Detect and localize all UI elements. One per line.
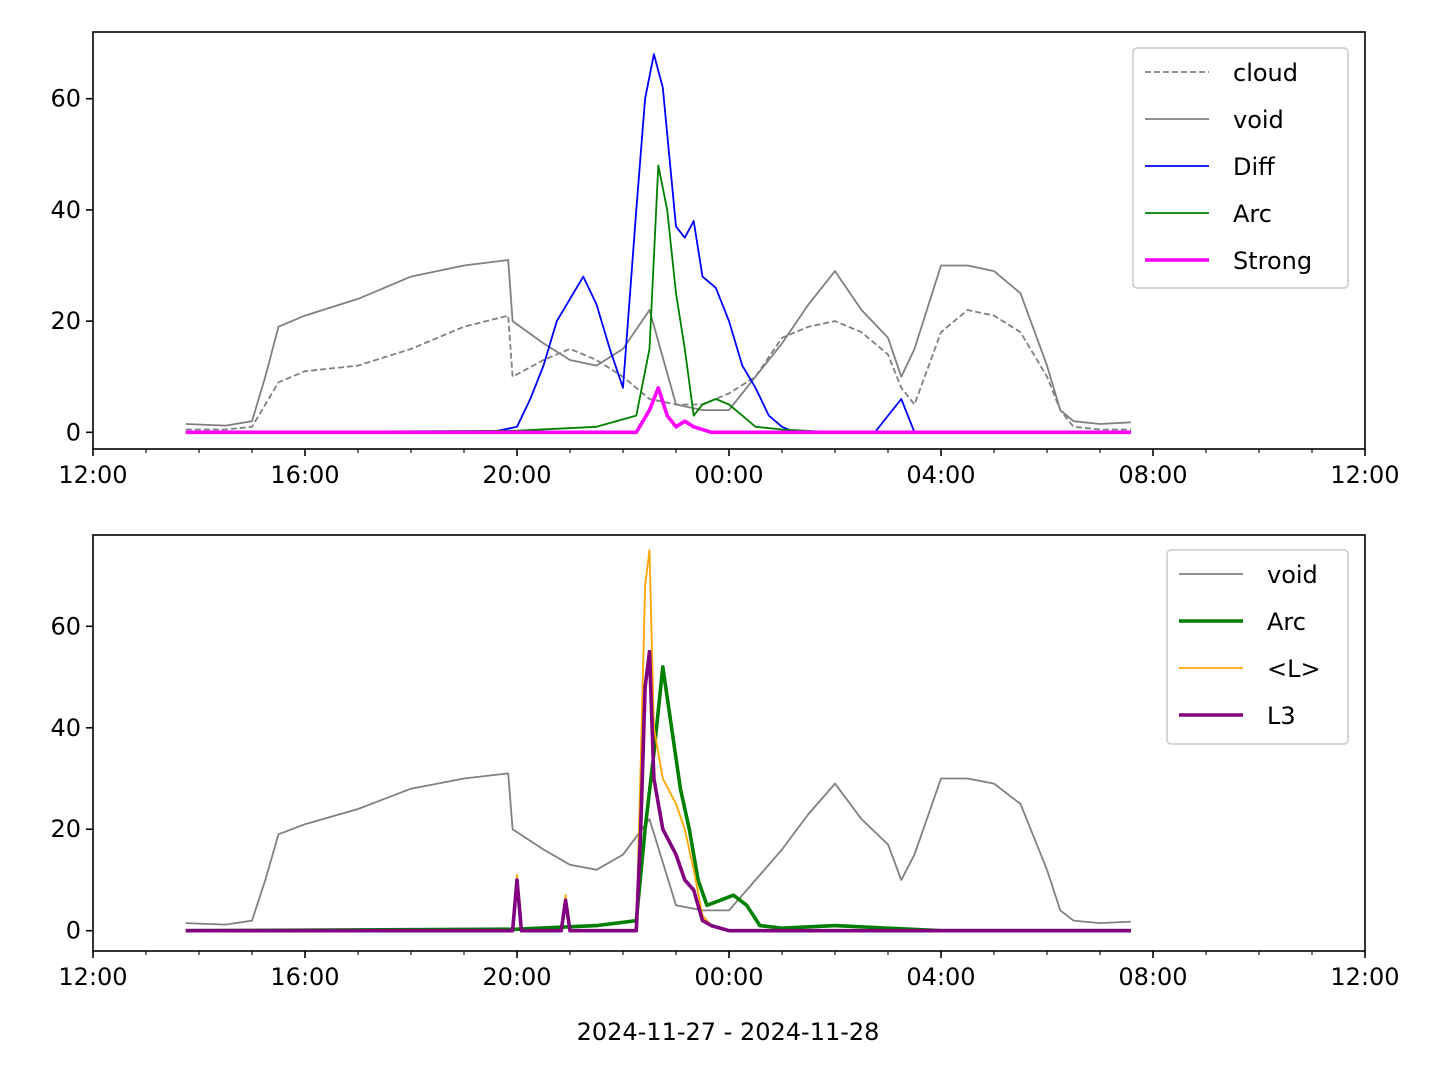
- legend-label: Arc: [1267, 608, 1306, 636]
- x-tick-label: 16:00: [270, 963, 339, 991]
- top-chart: 0 20 40 60 12:00 16:00 20:00 00:00 04:00 08:00 12:…: [50, 31, 1400, 489]
- series-line-Arc: [185, 164, 1131, 434]
- series-line-cloud: [185, 309, 1131, 431]
- bottom-chart: 0 20 40 60 12:00 16:00 20:00 00:00 04:00 08:00 12:…: [50, 534, 1400, 991]
- x-tick-label: 04:00: [906, 963, 975, 991]
- legend-label: L3: [1267, 702, 1296, 730]
- x-tick-label: 12:00: [58, 461, 127, 489]
- series-line-void: [185, 259, 1131, 427]
- legend-label: void: [1267, 561, 1318, 589]
- legend-label: cloud: [1233, 59, 1298, 87]
- x-tick-label: 04:00: [906, 461, 975, 489]
- y-tick-label: 20: [50, 815, 81, 843]
- x-tick-label: 08:00: [1118, 963, 1187, 991]
- legend: void Arc <L> L3: [1166, 549, 1349, 745]
- x-tick-label: 16:00: [270, 461, 339, 489]
- legend-label: <L>: [1267, 655, 1321, 683]
- plot-area: [185, 549, 1131, 933]
- series-line-void: [185, 772, 1131, 926]
- legend-label: Strong: [1233, 247, 1312, 275]
- y-tick-label: 40: [50, 196, 81, 224]
- series-line-L3: [185, 649, 1131, 933]
- legend-label: void: [1233, 106, 1284, 134]
- x-tick-label: 00:00: [694, 461, 763, 489]
- x-tick-label: 12:00: [58, 963, 127, 991]
- plot-area: [185, 53, 1131, 435]
- legend-label: Diff: [1233, 153, 1275, 181]
- y-tick-label: 0: [66, 418, 81, 446]
- series-line-Diff: [185, 53, 1131, 434]
- series-line-Strong: [185, 385, 1131, 435]
- y-tick-label: 0: [66, 917, 81, 945]
- x-tick-label: 20:00: [482, 963, 551, 991]
- x-tick-label: 20:00: [482, 461, 551, 489]
- legend-label: Arc: [1233, 200, 1272, 228]
- y-tick-label: 40: [50, 714, 81, 742]
- x-tick-label: 12:00: [1330, 461, 1399, 489]
- y-tick-label: 60: [50, 85, 81, 113]
- y-tick-label: 20: [50, 307, 81, 335]
- x-tick-label: 08:00: [1118, 461, 1187, 489]
- legend: cloud void Diff Arc Strong: [1132, 47, 1349, 289]
- x-tick-label: 00:00: [694, 963, 763, 991]
- legend-box: [1132, 47, 1349, 289]
- x-tick-label: 12:00: [1330, 963, 1399, 991]
- legend-box: [1166, 549, 1349, 745]
- y-tick-label: 60: [50, 612, 81, 640]
- x-axis-label: 2024-11-27 - 2024-11-28: [577, 1018, 880, 1046]
